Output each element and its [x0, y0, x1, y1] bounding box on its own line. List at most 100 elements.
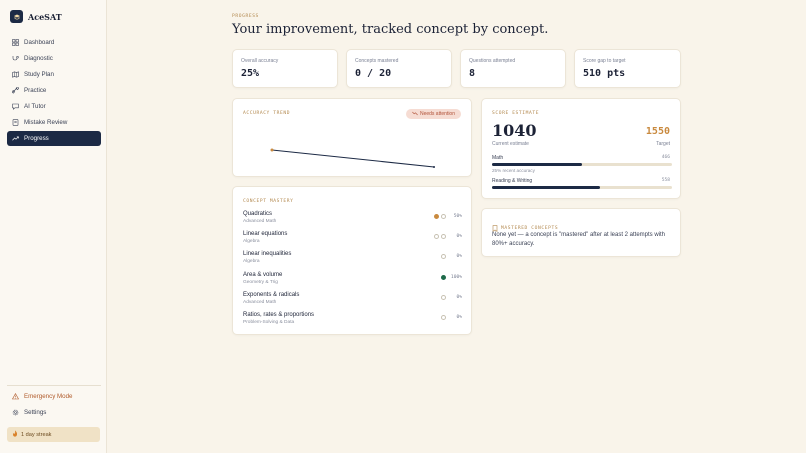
streak-label: 1 day streak	[21, 431, 52, 438]
concept-name: Linear inequalities	[243, 251, 292, 258]
attempt-dot	[441, 254, 446, 260]
brand[interactable]: AceSAT	[10, 10, 62, 23]
accuracy-trend-chart	[270, 148, 435, 168]
score-estimate-card: SCORE ESTIMATE 1040 Current estimate 155…	[481, 98, 681, 199]
concept-mastery-title: CONCEPT MASTERY	[243, 199, 294, 204]
concept-category: Problem-Solving & Data	[243, 320, 295, 325]
stat-value: 25%	[241, 68, 260, 79]
grid-icon	[12, 39, 19, 46]
concept-mastery-card: CONCEPT MASTERY Quadratics Advanced Math 5…	[232, 186, 472, 335]
attempt-dot	[441, 234, 446, 240]
target-score: 1550	[645, 126, 670, 137]
concept-name: Exponents & radicals	[243, 291, 300, 298]
stat-label: Score gap to target	[583, 58, 626, 64]
accuracy-trend-title: ACCURACY TREND	[243, 111, 291, 116]
attempt-dots	[441, 294, 446, 300]
accuracy-trend-card: ACCURACY TREND Needs attention	[232, 98, 472, 177]
status-badge-label: Needs attention	[419, 111, 455, 117]
reading-value: 558	[661, 178, 670, 183]
dumbbell-icon	[12, 87, 19, 94]
brand-name: AceSAT	[28, 11, 62, 22]
concept-name: Quadratics	[243, 211, 273, 217]
score-estimate-title: SCORE ESTIMATE	[492, 111, 540, 116]
concept-row[interactable]: Ratios, rates & proportions Problem-Solvi…	[243, 312, 462, 330]
nav-label: Emergency Mode	[24, 393, 73, 400]
attempt-dot	[434, 214, 439, 219]
secondary-nav: Emergency Mode Settings	[7, 389, 101, 421]
trend-point	[433, 166, 435, 168]
sidebar: AceSAT Dashboard Diagnostic Study Plan P…	[0, 0, 107, 453]
sidebar-divider	[7, 385, 101, 386]
nav-item-mistake-review[interactable]: Mistake Review	[7, 115, 101, 130]
nav-item-settings[interactable]: Settings	[7, 405, 101, 420]
target-score-label: Target	[656, 141, 670, 147]
gear-icon	[12, 409, 19, 416]
nav-item-study-plan[interactable]: Study Plan	[7, 67, 101, 82]
concept-name: Ratios, rates & proportions	[243, 312, 315, 318]
nav-label: Diagnostic	[24, 55, 53, 62]
concept-accuracy: 0%	[456, 315, 462, 320]
concept-category: Advanced Math	[243, 299, 277, 305]
nav-label: Study Plan	[24, 71, 54, 78]
concept-row[interactable]: Linear equations Algebra 0%	[243, 231, 462, 249]
page-eyebrow: PROGRESS	[232, 14, 259, 19]
attempt-dot	[441, 315, 446, 320]
reading-label: Reading & Writing	[492, 178, 533, 184]
chat-icon	[12, 103, 19, 110]
nav-label: AI Tutor	[24, 103, 46, 110]
attempt-dot	[441, 274, 446, 280]
nav-label: Progress	[24, 135, 49, 142]
math-label: Math	[492, 155, 504, 161]
attempt-dot	[434, 234, 439, 240]
nav-item-emergency-mode[interactable]: Emergency Mode	[7, 389, 101, 404]
current-score-label: Current estimate	[492, 141, 529, 147]
nav-item-dashboard[interactable]: Dashboard	[7, 35, 101, 50]
alert-icon	[12, 393, 19, 400]
concept-category: Algebra	[243, 239, 260, 245]
stat-label: Overall accuracy	[241, 58, 279, 64]
attempt-dots	[441, 254, 446, 260]
nav-item-diagnostic[interactable]: Diagnostic	[7, 51, 101, 66]
concept-accuracy: 0%	[456, 294, 462, 300]
nav-label: Settings	[24, 409, 47, 416]
concept-accuracy: 50%	[453, 214, 462, 219]
concept-row[interactable]: Area & volume Geometry & Trig 100%	[243, 272, 462, 290]
nav-label: Dashboard	[24, 39, 55, 46]
concept-row[interactable]: Exponents & radicals Advanced Math 0%	[243, 292, 462, 310]
attempt-dot	[441, 214, 446, 219]
attempt-dot	[441, 294, 446, 300]
stat-card-concepts-mastered: Concepts mastered 0 / 20	[346, 49, 452, 88]
concept-row[interactable]: Quadratics Advanced Math 50%	[243, 211, 462, 229]
math-value: 466	[661, 155, 670, 160]
attempt-dots	[441, 315, 446, 320]
trend-point	[270, 148, 274, 152]
concept-category: Geometry & Trig	[243, 279, 278, 285]
concept-category: Advanced Math	[243, 219, 277, 224]
notebook-icon	[12, 119, 19, 126]
nav-item-ai-tutor[interactable]: AI Tutor	[7, 99, 101, 114]
mastered-concepts-card: MASTERED CONCEPTS None yet — a concept i…	[481, 208, 681, 257]
stat-value: 8	[469, 68, 476, 79]
flame-icon	[12, 430, 18, 439]
math-progress-bar	[492, 163, 672, 166]
attempt-dots	[434, 214, 446, 219]
nav-item-practice[interactable]: Practice	[7, 83, 101, 98]
stat-value: 510 pts	[583, 68, 626, 79]
mastered-concepts-title: MASTERED CONCEPTS	[501, 225, 559, 231]
bookmark-icon	[492, 219, 498, 237]
concept-name: Area & volume	[243, 271, 283, 278]
math-note: 25% recent accuracy	[492, 168, 535, 173]
stat-label: Concepts mastered	[355, 58, 399, 64]
concept-row[interactable]: Linear inequalities Algebra 0%	[243, 251, 462, 269]
stat-card-questions-attempted: Questions attempted 8	[460, 49, 566, 88]
stethoscope-icon	[12, 55, 19, 62]
attempt-dots	[434, 234, 446, 240]
math-progress-fill	[492, 163, 582, 166]
stat-card-score-gap: Score gap to target 510 pts	[574, 49, 681, 88]
concept-category: Algebra	[243, 259, 260, 265]
concept-accuracy: 100%	[450, 274, 462, 280]
reading-progress-fill	[492, 186, 600, 189]
trend-line	[271, 149, 435, 168]
main-nav: Dashboard Diagnostic Study Plan Practice…	[7, 35, 101, 147]
nav-item-progress[interactable]: Progress	[7, 131, 101, 146]
